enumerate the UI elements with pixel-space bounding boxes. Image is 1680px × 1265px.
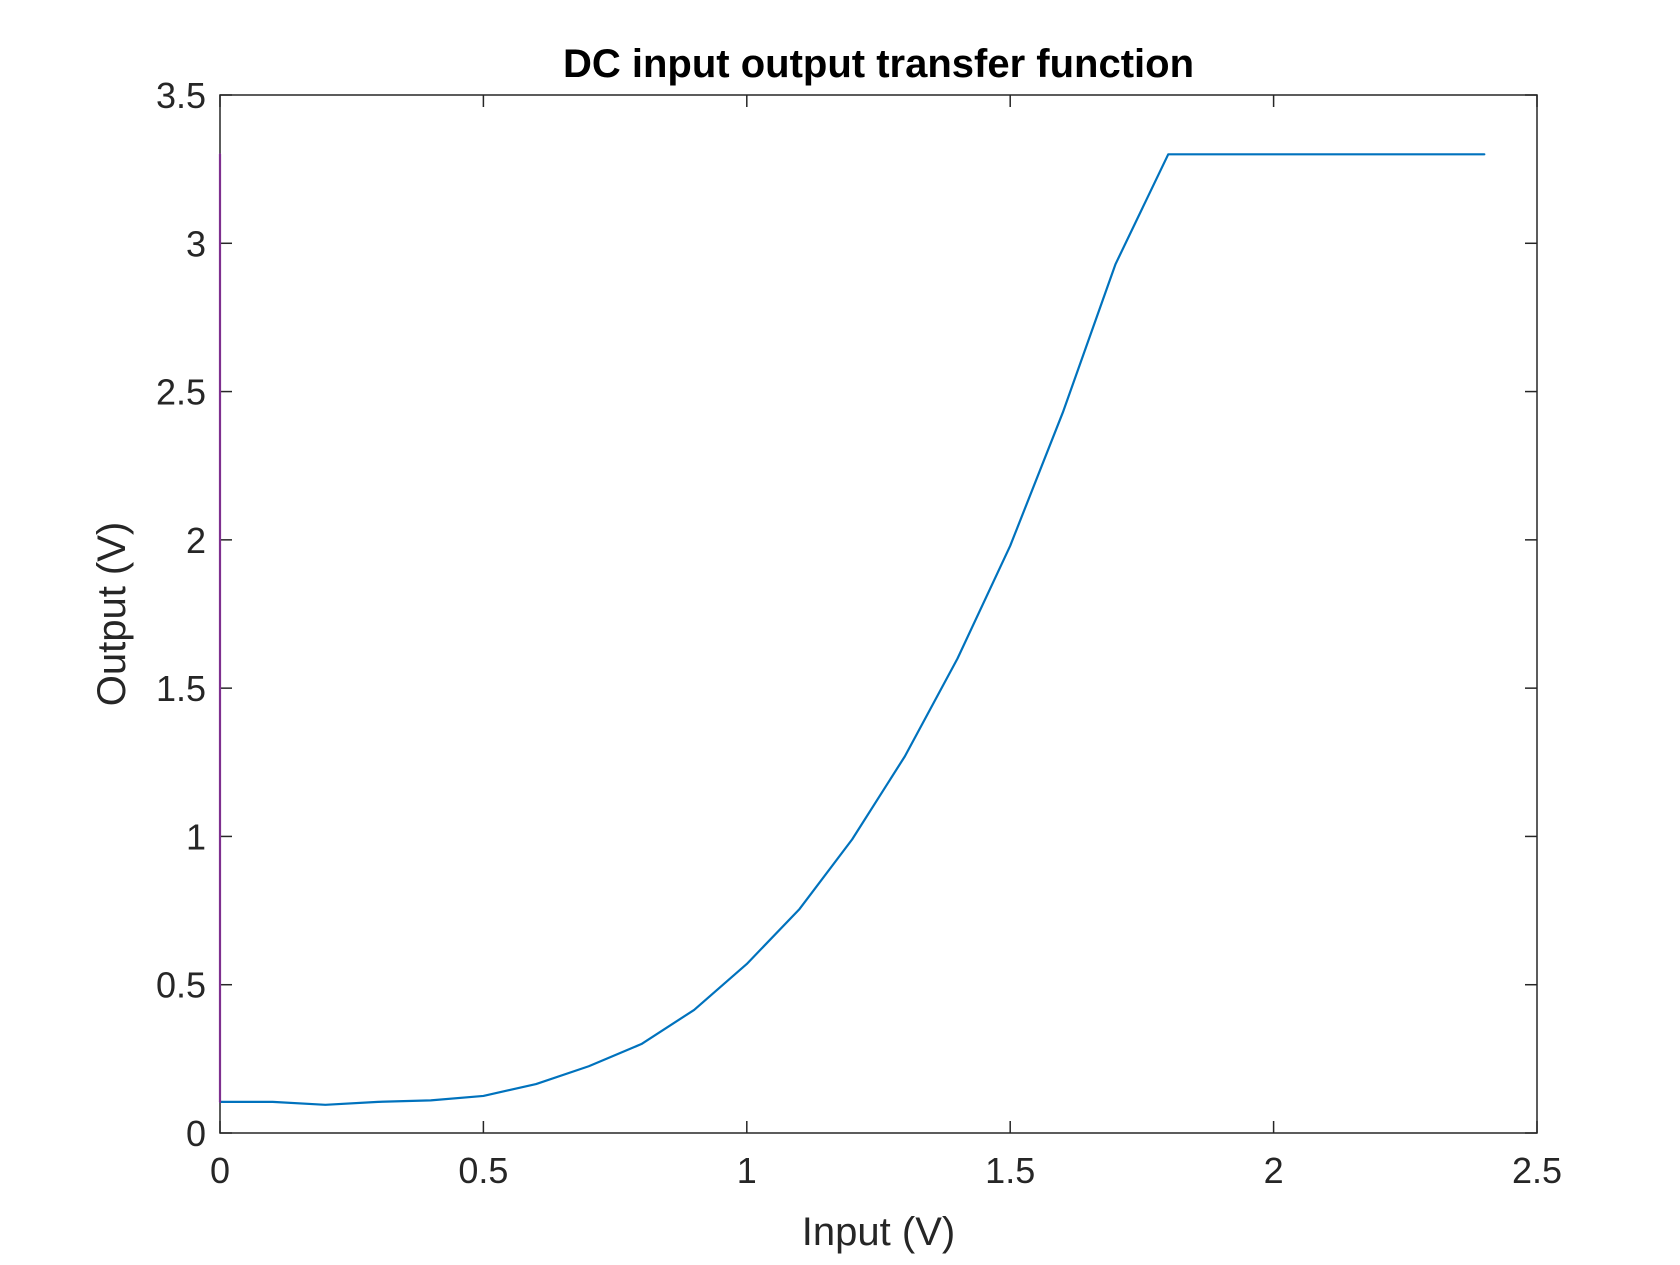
- y-tick-label: 3: [186, 223, 206, 264]
- y-axis-label: Output (V): [90, 522, 134, 707]
- plot-area: 0 0.5 1 1.5 2 2.5 0 0.5 1 1.5 2 2.5 3 3.5: [156, 75, 1562, 1191]
- y-tick-label: 1.5: [156, 668, 206, 709]
- y-tick-label: 0.5: [156, 965, 206, 1006]
- axes-box: [219, 94, 1538, 1134]
- y-tick-label: 0: [186, 1113, 206, 1154]
- x-axis-label: Input (V): [802, 1210, 955, 1254]
- x-tick-label: 1.5: [985, 1150, 1035, 1191]
- x-tick-label: 0: [210, 1150, 230, 1191]
- series-line-1: [218, 153, 1486, 1106]
- chart-title: DC input output transfer function: [563, 42, 1194, 86]
- x-tick-label: 2: [1264, 1150, 1284, 1191]
- x-tick-label: 1: [737, 1150, 757, 1191]
- x-tick-label: 2.5: [1512, 1150, 1562, 1191]
- y-tick-label: 1: [186, 816, 206, 857]
- y-tick-label: 2: [186, 520, 206, 561]
- y-tick-label: 3.5: [156, 75, 206, 116]
- x-tick-label: 0.5: [458, 1150, 508, 1191]
- y-tick-label: 2.5: [156, 372, 206, 413]
